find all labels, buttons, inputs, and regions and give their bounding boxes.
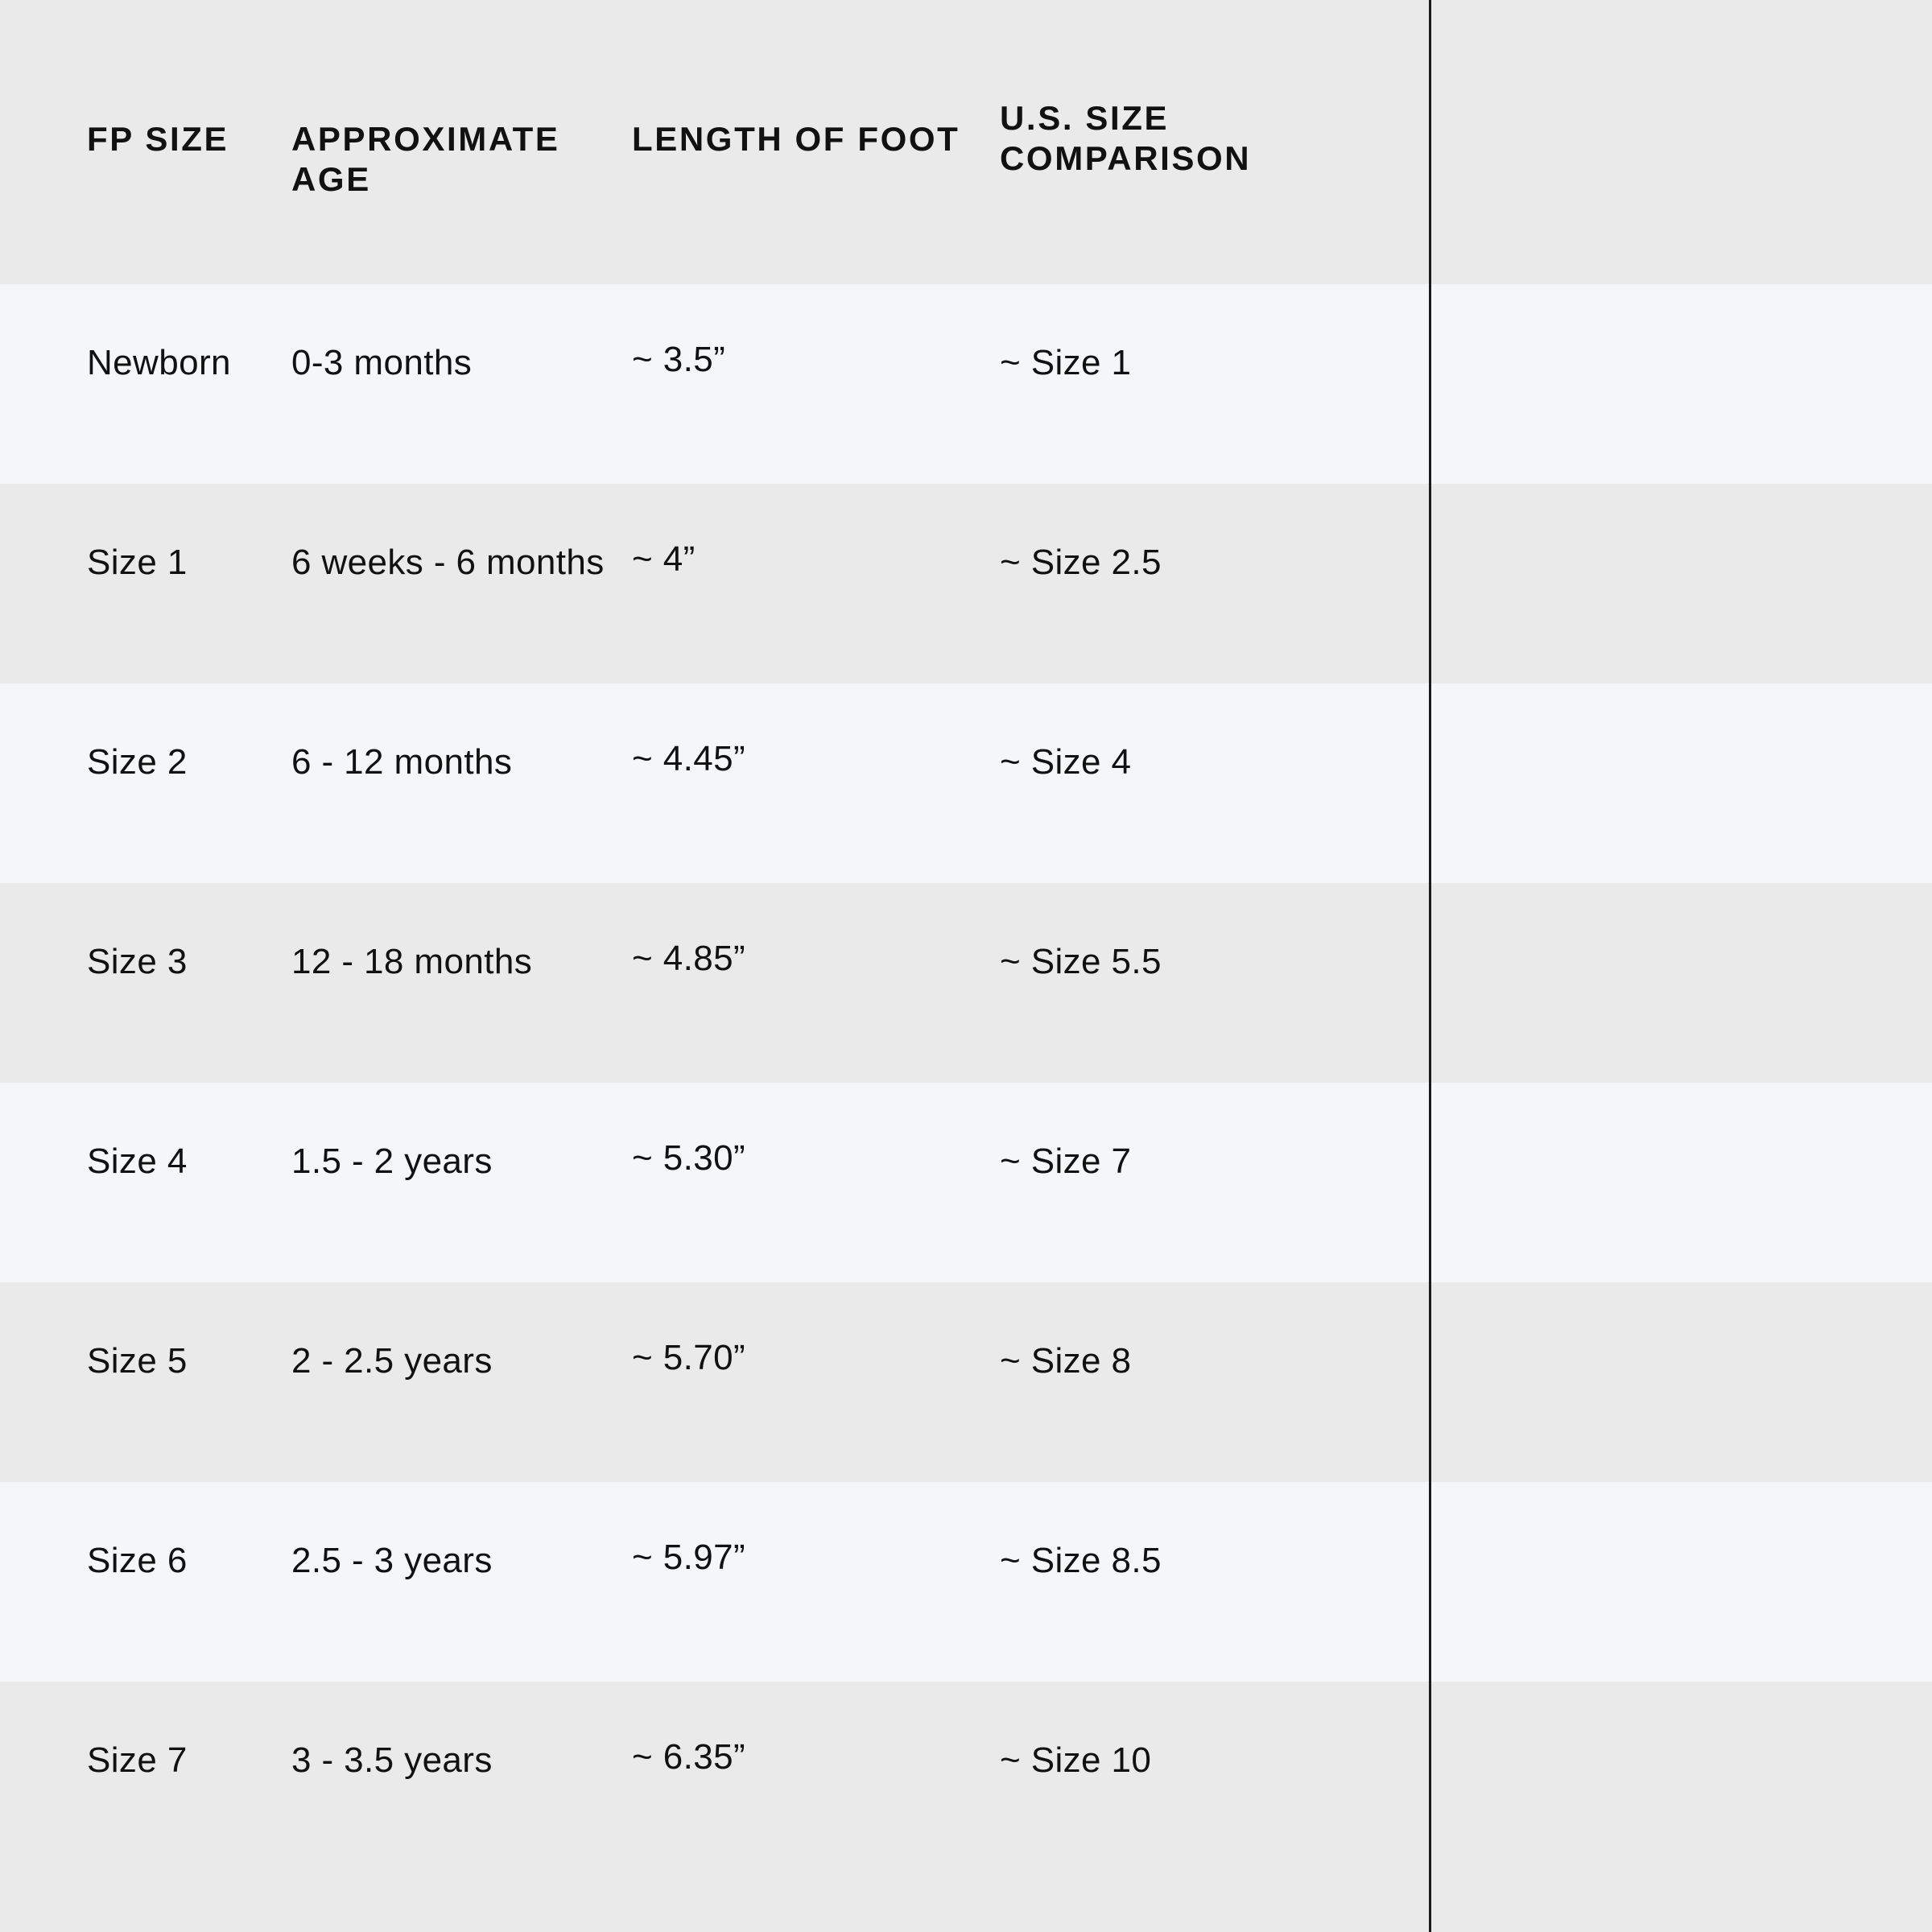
cell-approximate-age: 0-3 months	[291, 343, 473, 382]
table-row: Size 1 6 weeks - 6 months ~ 4” ~ Size 2.…	[0, 484, 1932, 683]
cell-approximate-age: 2.5 - 3 years	[291, 1541, 493, 1580]
cell-length-of-foot: ~ 6.35”	[632, 1737, 746, 1777]
cell-approximate-age: 12 - 18 months	[291, 942, 533, 981]
cell-length-of-foot: ~ 5.70”	[632, 1338, 746, 1377]
table-row: Size 3 12 - 18 months ~ 4.85” ~ Size 5.5	[0, 883, 1932, 1083]
cell-fp-size: Size 5	[87, 1341, 188, 1381]
table-row: Size 6 2.5 - 3 years ~ 5.97” ~ Size 8.5	[0, 1482, 1932, 1682]
cell-us-size-comparison: ~ Size 7	[1000, 1141, 1132, 1181]
table-body: Newborn 0-3 months ~ 3.5” ~ Size 1 Size …	[0, 284, 1932, 1881]
cell-us-size-comparison: ~ Size 4	[1000, 742, 1132, 782]
cell-length-of-foot: ~ 4.45”	[632, 739, 746, 778]
cell-fp-size: Size 3	[87, 942, 188, 981]
cell-approximate-age: 3 - 3.5 years	[291, 1740, 493, 1780]
column-header-length-of-foot: LENGTH OF FOOT	[632, 120, 960, 158]
table-header-row: FP SIZE APPROXIMATE AGE LENGTH OF FOOT U…	[0, 0, 1932, 284]
column-header-fp-size: FP SIZE	[87, 120, 229, 158]
cell-approximate-age: 6 - 12 months	[291, 742, 513, 782]
cell-length-of-foot: ~ 4.85”	[632, 939, 746, 978]
cell-length-of-foot: ~ 4”	[632, 539, 696, 579]
cell-us-size-comparison: ~ Size 8.5	[1000, 1541, 1162, 1580]
column-divider-line	[1429, 0, 1431, 1932]
cell-us-size-comparison: ~ Size 2.5	[1000, 543, 1162, 582]
table-row: Size 5 2 - 2.5 years ~ 5.70” ~ Size 8	[0, 1282, 1932, 1482]
cell-length-of-foot: ~ 5.97”	[632, 1538, 746, 1577]
column-header-approximate-age: APPROXIMATE AGE	[291, 120, 560, 198]
column-header-us-size-comparison: U.S. SIZE COMPARISON	[1000, 99, 1252, 177]
table-row: Size 4 1.5 - 2 years ~ 5.30” ~ Size 7	[0, 1083, 1932, 1282]
cell-fp-size: Size 2	[87, 742, 188, 782]
cell-fp-size: Size 1	[87, 543, 188, 582]
cell-us-size-comparison: ~ Size 5.5	[1000, 942, 1162, 981]
cell-fp-size: Size 4	[87, 1141, 188, 1181]
cell-length-of-foot: ~ 5.30”	[632, 1138, 746, 1178]
cell-length-of-foot: ~ 3.5”	[632, 340, 726, 379]
cell-fp-size: Newborn	[87, 343, 231, 382]
cell-us-size-comparison: ~ Size 1	[1000, 343, 1132, 382]
cell-approximate-age: 6 weeks - 6 months	[291, 543, 605, 582]
cell-approximate-age: 2 - 2.5 years	[291, 1341, 493, 1381]
cell-approximate-age: 1.5 - 2 years	[291, 1141, 493, 1181]
cell-us-size-comparison: ~ Size 10	[1000, 1740, 1152, 1780]
table-row: Size 7 3 - 3.5 years ~ 6.35” ~ Size 10	[0, 1682, 1932, 1881]
cell-fp-size: Size 7	[87, 1740, 188, 1780]
cell-us-size-comparison: ~ Size 8	[1000, 1341, 1132, 1381]
cell-fp-size: Size 6	[87, 1541, 188, 1580]
table-row: Size 2 6 - 12 months ~ 4.45” ~ Size 4	[0, 683, 1932, 883]
table-row: Newborn 0-3 months ~ 3.5” ~ Size 1	[0, 284, 1932, 484]
